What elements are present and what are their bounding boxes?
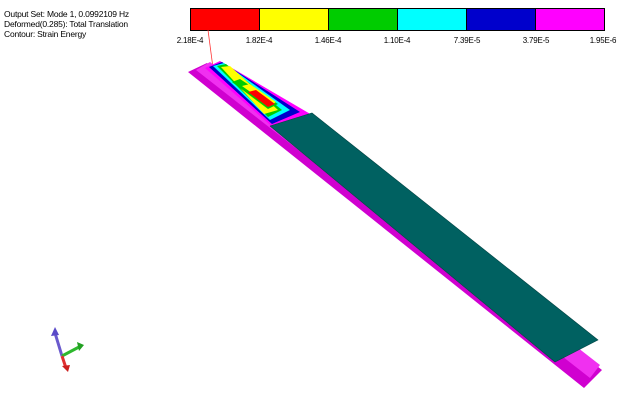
axis-triad-icon xyxy=(51,327,84,372)
legend-swatch-1 xyxy=(191,9,260,30)
legend-label-1: 2.18E-4 xyxy=(176,36,204,45)
output-set-text: Output Set: Mode 1, 0.0992109 Hz xyxy=(4,9,129,19)
blade-edge xyxy=(269,112,599,363)
legend-swatch-6 xyxy=(536,9,604,30)
blade-surface xyxy=(270,113,598,362)
contour-legend-bar xyxy=(190,8,605,31)
contour-text: Contour: Strain Energy xyxy=(4,29,87,39)
legend-label-6: 3.79E-5 xyxy=(522,36,550,45)
legend-swatch-5 xyxy=(467,9,536,30)
legend-swatch-2 xyxy=(260,9,329,30)
strain-energy-contour xyxy=(205,61,312,130)
legend-label-3: 1.46E-4 xyxy=(314,36,342,45)
legend-swatch-3 xyxy=(329,9,398,30)
legend-label-7: 1.95E-6 xyxy=(589,36,617,45)
legend-swatch-4 xyxy=(398,9,467,30)
legend-label-2: 1.82E-4 xyxy=(245,36,273,45)
legend-pointer-line xyxy=(207,29,214,69)
legend-label-4: 1.10E-4 xyxy=(383,36,411,45)
legend-label-5: 7.39E-5 xyxy=(453,36,481,45)
deformed-text: Deformed(0.285): Total Translation xyxy=(4,19,128,29)
